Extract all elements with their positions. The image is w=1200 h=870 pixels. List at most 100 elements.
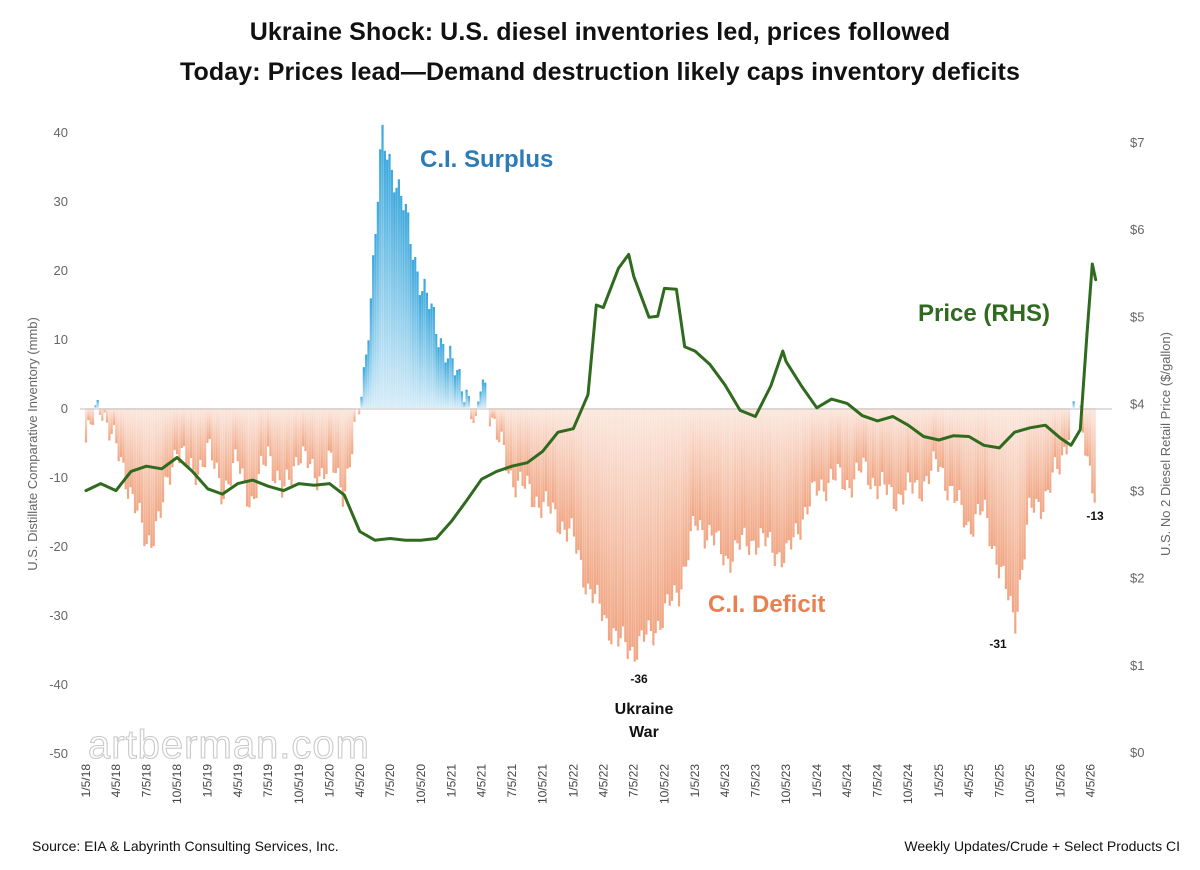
ci-bar-deficit (670, 408, 674, 601)
ci-bar-deficit (624, 408, 627, 643)
ci-bar-deficit (91, 408, 95, 425)
ci-bar-deficit (755, 408, 758, 555)
ci-bar-deficit (904, 408, 907, 491)
ci-bar-deficit (934, 408, 937, 460)
ci-bar-deficit (470, 408, 473, 420)
ci-bar-deficit (764, 408, 767, 547)
ci-bar-deficit (951, 408, 954, 487)
ci-bar-deficit (547, 408, 550, 507)
ci-bar-deficit (140, 408, 144, 523)
annotation-minus-13: -13 (1086, 509, 1104, 523)
ci-bar-deficit (246, 408, 249, 507)
ci-bar-deficit (164, 408, 167, 477)
ci-bar-deficit (584, 408, 587, 595)
ci-bar-deficit (175, 408, 179, 455)
ci-bar-deficit (234, 408, 237, 450)
ci-bar-deficit (1007, 408, 1010, 601)
ci-bar-deficit (493, 408, 496, 419)
ci-bar-deficit (229, 408, 232, 486)
ci-bar-surplus (376, 201, 379, 408)
ci-bar-deficit (173, 408, 176, 450)
ci-bar-deficit (654, 408, 657, 634)
ci-bar-deficit (614, 408, 618, 631)
ci-bar-deficit (278, 408, 281, 481)
ci-bar-deficit (1049, 408, 1052, 493)
ci-bar-deficit (239, 408, 242, 474)
ci-bar-deficit (696, 408, 699, 531)
ci-bar-deficit (220, 408, 223, 505)
watermark: artberman.com (88, 723, 370, 767)
ci-bar-deficit (745, 408, 748, 547)
ci-bar-deficit (962, 408, 966, 528)
ci-bar-deficit (495, 408, 499, 440)
ci-bar-deficit (972, 408, 975, 537)
x-tick-label: 10/5/22 (657, 764, 671, 804)
ci-bar-deficit (582, 408, 585, 588)
ci-bar-surplus (439, 338, 443, 408)
ci-bar-deficit (932, 408, 935, 452)
ci-bar-deficit (610, 408, 613, 645)
ci-bar-deficit (839, 408, 842, 468)
ci-bar-surplus (404, 203, 407, 408)
ci-bar-deficit (231, 408, 235, 463)
y2-tick-label: $0 (1130, 745, 1144, 760)
ci-bar-deficit (778, 408, 781, 553)
ci-bar-deficit (717, 408, 720, 531)
ci-bar-deficit (752, 408, 755, 541)
ci-bar-deficit (227, 408, 230, 485)
ci-bar-deficit (243, 408, 246, 481)
ci-bar-deficit (927, 408, 930, 485)
ci-bar-deficit (103, 408, 106, 413)
ci-bar-deficit (974, 408, 977, 515)
ci-bar-deficit (108, 408, 111, 441)
ci-bar-deficit (549, 408, 552, 514)
ci-bar-deficit (897, 408, 900, 495)
ci-bar-deficit (516, 408, 520, 481)
ci-bar-deficit (1086, 408, 1089, 457)
ci-bar-deficit (804, 408, 807, 508)
ci-bar-deficit (1081, 408, 1085, 433)
ci-bar-deficit (1037, 408, 1040, 502)
ci-bar-deficit (953, 408, 956, 503)
ci-bar-deficit (563, 408, 566, 530)
ci-bar-deficit (1056, 408, 1059, 470)
ci-bar-deficit (194, 408, 197, 485)
ci-bar-deficit (168, 408, 172, 485)
ci-bar-deficit (537, 408, 541, 508)
ci-bar-deficit (274, 408, 277, 484)
ci-bar-deficit (196, 408, 200, 475)
ci-bar-deficit (738, 408, 741, 550)
ci-bar-deficit (341, 408, 344, 507)
ci-bar-deficit (920, 408, 923, 502)
y-tick-label: 30 (54, 194, 68, 209)
ci-bar-deficit (152, 408, 155, 547)
x-tick-label: 7/5/23 (748, 764, 762, 798)
ci-bar-deficit (241, 408, 244, 469)
ci-bar-surplus (94, 405, 97, 408)
ci-bar-deficit (126, 408, 130, 499)
x-tick-label: 10/5/24 (901, 764, 915, 804)
ci-bar-deficit (124, 408, 127, 490)
ci-bar-deficit (691, 408, 695, 517)
ci-bar-deficit (544, 408, 548, 492)
ci-bar-deficit (680, 408, 683, 590)
ci-bar-deficit (159, 408, 162, 518)
ci-bar-deficit (722, 408, 725, 566)
y-tick-label: 10 (54, 332, 68, 347)
ci-bar-surplus (421, 291, 424, 408)
ci-bar-deficit (523, 408, 527, 489)
chart-svg: artberman.com 40 30 20 10 0 -10 -20 -30 -40 -50 $… (25, 124, 1173, 804)
ci-bar-deficit (806, 408, 809, 515)
ci-bar-deficit (129, 408, 132, 488)
ci-bar-deficit (572, 408, 576, 537)
ci-bar-deficit (577, 408, 580, 551)
ci-bar-deficit (607, 408, 611, 641)
ci-bar-deficit (652, 408, 655, 646)
ci-bar-deficit (1039, 408, 1043, 519)
ci-bar-deficit (635, 408, 639, 660)
ci-bar-deficit (110, 408, 113, 434)
ci-bar-deficit (89, 408, 92, 425)
ci-bar-deficit (871, 408, 874, 478)
ci-bar-deficit (313, 408, 316, 479)
ci-bar-deficit (600, 408, 604, 621)
